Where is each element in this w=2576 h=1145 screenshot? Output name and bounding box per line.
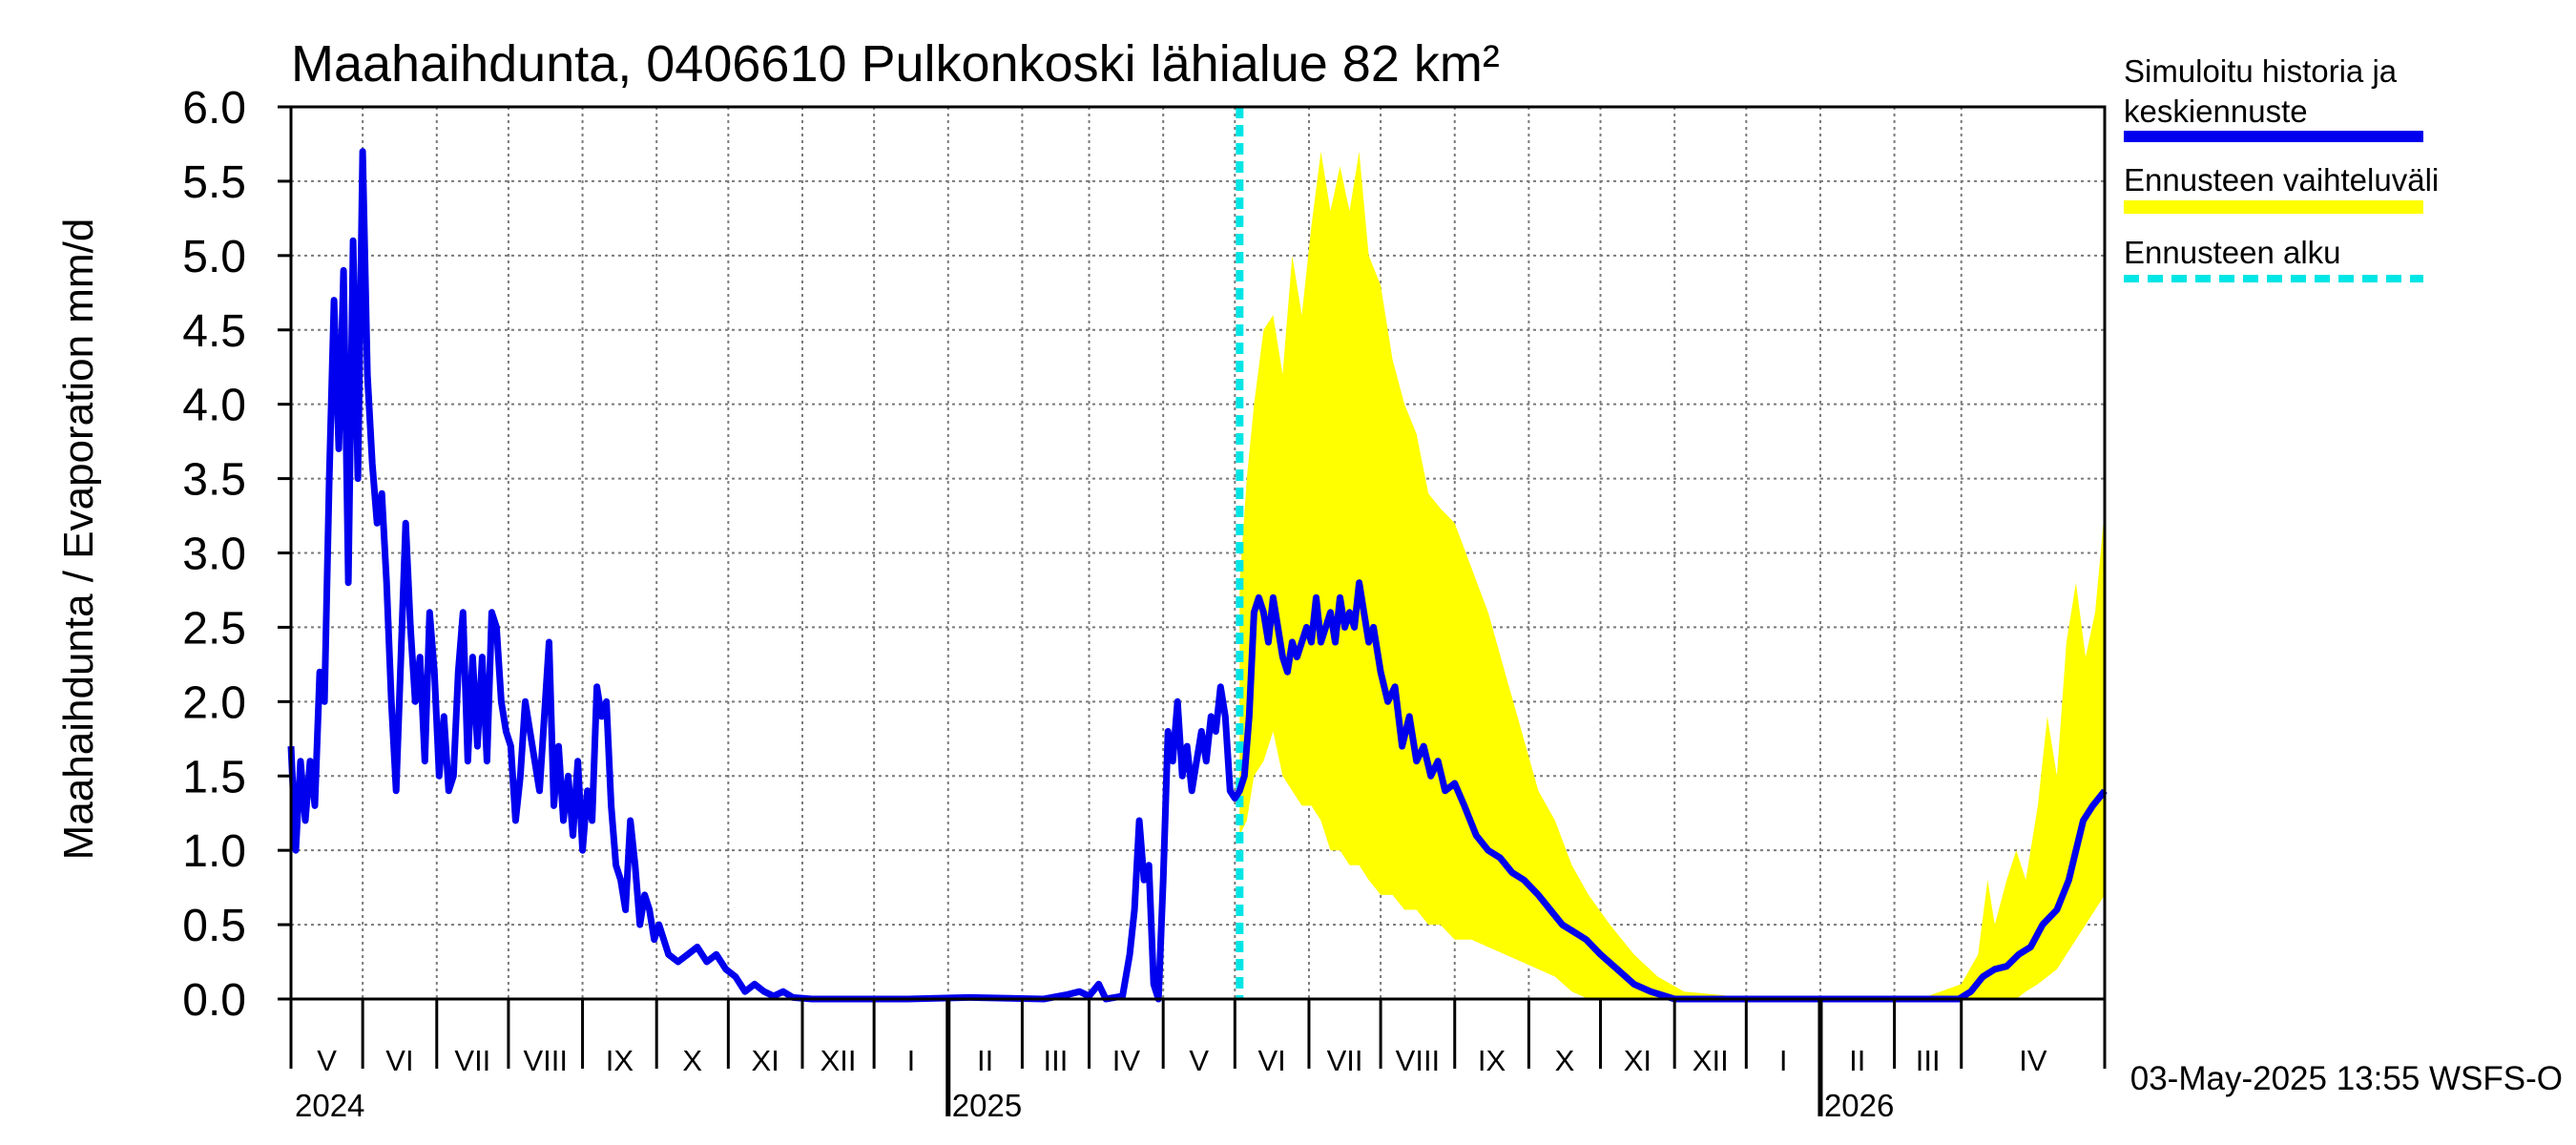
month-label: X (1555, 1044, 1575, 1077)
y-axis-label: Maahaihdunta / Evaporation mm/d (55, 219, 102, 861)
y-tick-label: 5.0 (182, 232, 246, 282)
y-tick-label: 2.0 (182, 677, 246, 728)
footer-timestamp: 03-May-2025 13:55 WSFS-O (2130, 1060, 2563, 1097)
month-label: I (1779, 1044, 1788, 1077)
month-label: III (1044, 1044, 1069, 1077)
year-label: 2025 (952, 1088, 1022, 1123)
month-label: III (1916, 1044, 1941, 1077)
month-label: II (1849, 1044, 1865, 1077)
month-label: IV (1112, 1044, 1141, 1077)
month-label: I (907, 1044, 916, 1077)
month-label: V (1189, 1044, 1209, 1077)
month-label: XI (752, 1044, 779, 1077)
y-tick-label: 3.0 (182, 530, 246, 580)
month-label: XII (1693, 1044, 1729, 1077)
year-label: 2024 (295, 1088, 364, 1123)
legend-label-range: Ennusteen vaihteluväli (2124, 162, 2439, 198)
y-tick-label: 6.0 (182, 83, 246, 134)
month-label: IX (1478, 1044, 1506, 1077)
month-label: XI (1624, 1044, 1652, 1077)
month-label: XII (821, 1044, 857, 1077)
year-label: 2026 (1824, 1088, 1894, 1123)
y-tick-label: 4.0 (182, 381, 246, 431)
month-label: IV (2019, 1044, 2047, 1077)
legend-label-simulated-1: Simuloitu historia ja (2124, 53, 2398, 89)
month-label: IX (606, 1044, 634, 1077)
month-label: X (682, 1044, 702, 1077)
y-tick-label: 3.5 (182, 455, 246, 506)
y-tick-label: 0.0 (182, 975, 246, 1026)
month-label: II (977, 1044, 993, 1077)
y-tick-label: 2.5 (182, 603, 246, 654)
y-tick-label: 1.0 (182, 826, 246, 877)
simulated-line (287, 148, 2108, 1003)
month-label: VIII (523, 1044, 568, 1077)
month-label: VI (1257, 1044, 1285, 1077)
y-tick-label: 1.5 (182, 752, 246, 802)
y-tick-labels: 0.0 0.5 1.0 1.5 2.0 2.5 3.0 3.5 4.0 4.5 5.0 5.5 6.0 (182, 83, 291, 1026)
y-tick-label: 5.5 (182, 157, 246, 208)
month-label: V (317, 1044, 337, 1077)
simulated-line-layer (287, 148, 2108, 1003)
legend-label-forecast-start: Ennusteen alku (2124, 235, 2341, 270)
legend-label-simulated-2: keskiennuste (2124, 94, 2308, 129)
y-tick-label: 0.5 (182, 901, 246, 951)
month-label: VII (454, 1044, 490, 1077)
month-label: VI (385, 1044, 413, 1077)
x-axis: V VI VII VIII IX X XI XII I II III IV V VI VII VIII IX X X… (289, 999, 2107, 1123)
legend: Simuloitu historia ja keskiennuste Ennus… (2124, 53, 2439, 282)
chart-title: Maahaihdunta, 0406610 Pulkonkoski lähial… (291, 35, 1500, 93)
month-label: VII (1327, 1044, 1363, 1077)
y-tick-label: 4.5 (182, 306, 246, 357)
month-label: VIII (1396, 1044, 1441, 1077)
